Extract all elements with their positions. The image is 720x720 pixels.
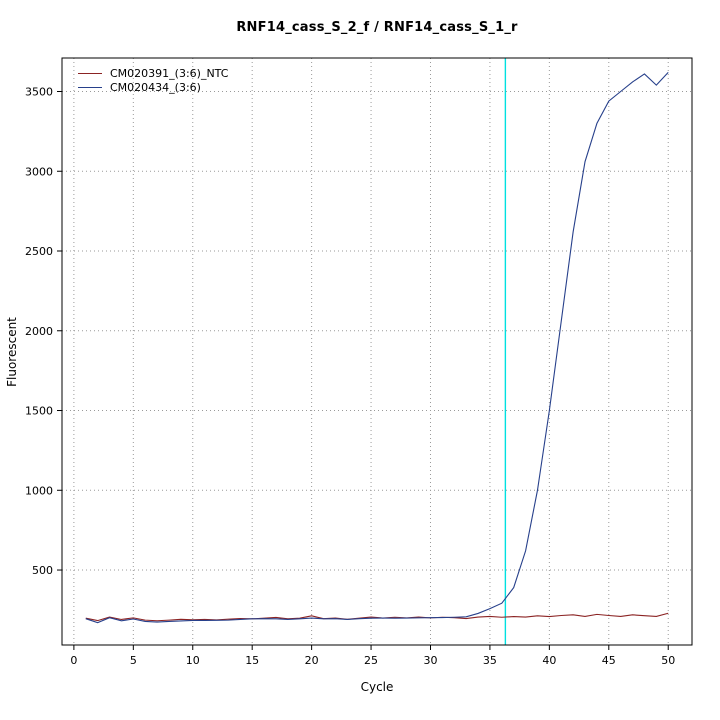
legend-label-ntc: CM020391_(3:6)_NTC xyxy=(110,66,229,80)
y-tick-label: 500 xyxy=(32,564,53,577)
chart-title: RNF14_cass_S_2_f / RNF14_cass_S_1_r xyxy=(236,20,518,35)
x-tick-label: 35 xyxy=(483,654,497,667)
y-tick-label: 3500 xyxy=(25,85,53,98)
x-tick-label: 50 xyxy=(661,654,675,667)
x-tick-label: 20 xyxy=(305,654,319,667)
legend-item-sample: CM020434_(3:6) xyxy=(78,80,228,94)
x-tick-label: 30 xyxy=(423,654,437,667)
y-tick-label: 1500 xyxy=(25,405,53,418)
y-tick-label: 3000 xyxy=(25,165,53,178)
legend-line-swatch-red xyxy=(78,72,102,74)
x-tick-label: 15 xyxy=(245,654,259,667)
legend-item-ntc: CM020391_(3:6)_NTC xyxy=(78,66,228,80)
legend-label-sample: CM020434_(3:6) xyxy=(110,80,201,94)
series-line-0 xyxy=(85,612,669,622)
x-tick-label: 5 xyxy=(130,654,137,667)
x-tick-label: 25 xyxy=(364,654,378,667)
plot-border xyxy=(61,57,693,646)
chart-legend: CM020391_(3:6)_NTC CM020434_(3:6) xyxy=(78,66,228,94)
x-tick-label: 0 xyxy=(70,654,77,667)
y-tick-label: 1000 xyxy=(25,484,53,497)
x-tick-label: 40 xyxy=(542,654,556,667)
x-tick-label: 45 xyxy=(602,654,616,667)
x-axis-label: Cycle xyxy=(360,680,394,694)
x-tick-label: 10 xyxy=(186,654,200,667)
y-tick-label: 2500 xyxy=(25,245,53,258)
series-line-1 xyxy=(85,71,669,624)
y-tick-label: 2000 xyxy=(25,325,53,338)
y-axis-label: Fluorescent xyxy=(5,317,19,387)
legend-line-swatch-blue xyxy=(78,86,102,88)
